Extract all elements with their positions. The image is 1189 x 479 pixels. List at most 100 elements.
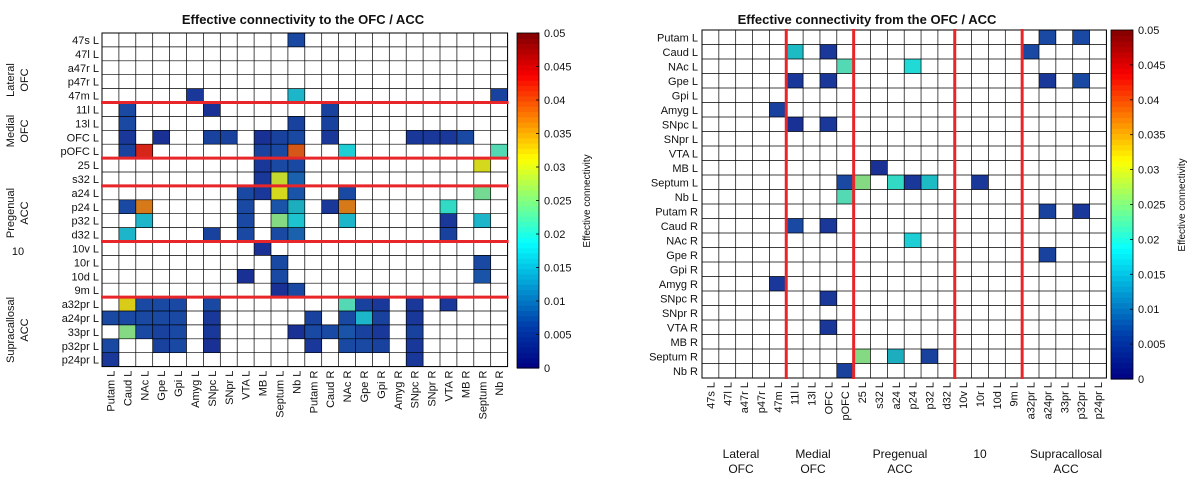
- heatmap-cell: [118, 324, 136, 339]
- colorbar-segment: [1111, 204, 1133, 211]
- row-label: Gpi R: [670, 264, 698, 276]
- colorbar-label: Effective connectivity: [582, 154, 593, 247]
- column-label: p32pr L: [1076, 382, 1088, 419]
- colorbar-tick-label: 0.015: [1138, 269, 1166, 281]
- heatmap-cell: [118, 144, 136, 159]
- heatmap-cell: [1039, 204, 1056, 219]
- row-label: Putam R: [655, 206, 698, 218]
- colorbar-segment: [1111, 40, 1133, 47]
- colorbar-segment: [1111, 302, 1133, 309]
- column-label: Gpe R: [359, 371, 371, 403]
- heatmap-cell: [203, 227, 221, 242]
- row-label: VTA R: [667, 322, 698, 334]
- chart-title: Effective connectivity to the OFC / ACC: [182, 12, 425, 27]
- heatmap-cell: [406, 352, 424, 367]
- colorbar-segment: [1111, 313, 1133, 320]
- colorbar-segment: [517, 284, 539, 291]
- row-label: a24pr L: [62, 313, 99, 325]
- column-label: Amyg L: [190, 371, 202, 408]
- colorbar-segment: [517, 90, 539, 97]
- heatmap-cell: [304, 338, 322, 353]
- colorbar-segment: [1111, 84, 1133, 91]
- heatmap-cell: [254, 130, 271, 145]
- heatmap-cell: [237, 199, 255, 214]
- row-label: SNpr R: [662, 308, 698, 320]
- column-label: Caud R: [325, 371, 337, 408]
- heatmap-cell: [287, 88, 305, 103]
- colorbar-segment: [517, 158, 539, 165]
- colorbar-segment: [1111, 182, 1133, 189]
- heatmap-cell: [819, 44, 837, 59]
- row-label: a47r L: [68, 63, 99, 75]
- column-label: Nb L: [291, 371, 303, 394]
- colorbar-segment: [517, 210, 539, 217]
- colorbar-segment: [1111, 171, 1133, 178]
- colorbar-tick-label: 0.05: [1138, 25, 1159, 37]
- colorbar-segment: [517, 153, 539, 160]
- colorbar-segment: [517, 95, 539, 102]
- heatmap-cell: [287, 199, 305, 214]
- colorbar-segment: [1111, 133, 1133, 140]
- row-label: Amyg R: [659, 279, 698, 291]
- heatmap-cell: [271, 185, 288, 200]
- colorbar-segment: [1111, 139, 1133, 146]
- colorbar-segment: [517, 336, 539, 343]
- heatmap-cell: [819, 320, 837, 335]
- heatmap-cell: [169, 338, 187, 353]
- row-label: NAc L: [668, 61, 698, 73]
- colorbar-segment: [1111, 237, 1133, 244]
- colorbar-segment: [1111, 242, 1133, 249]
- heatmap-cell: [321, 199, 339, 214]
- colorbar-segment: [517, 38, 539, 45]
- row-label: SNpc L: [662, 119, 698, 131]
- heatmap-cell: [287, 130, 305, 145]
- column-label: 10v L: [958, 382, 970, 409]
- row-label: s32 L: [72, 174, 99, 186]
- heatmap-cell: [220, 130, 238, 145]
- column-label: NAc L: [139, 371, 151, 401]
- heatmap-cell: [203, 324, 221, 339]
- row-label: d32 L: [71, 230, 99, 242]
- colorbar-segment: [1111, 259, 1133, 266]
- heatmap-cell: [440, 130, 457, 145]
- colorbar-segment: [1111, 106, 1133, 113]
- heatmap-cell: [921, 175, 938, 190]
- colorbar-segment: [517, 142, 539, 149]
- colorbar-segment: [517, 279, 539, 285]
- colorbar-tick-label: 0.04: [1138, 95, 1159, 107]
- group-label: Pregenual: [873, 447, 928, 461]
- colorbar-segment: [1111, 160, 1133, 167]
- row-label: SNpr L: [664, 134, 698, 146]
- colorbar-segment: [517, 121, 539, 128]
- group-label: Lateral: [723, 447, 760, 461]
- heatmap-cell: [870, 160, 888, 175]
- colorbar-tick-label: 0.045: [544, 62, 572, 74]
- heatmap-cell: [786, 73, 804, 88]
- group-label: 10: [12, 246, 24, 258]
- heatmap-cell: [440, 227, 457, 242]
- colorbar-tick-label: 0.03: [1138, 165, 1159, 177]
- heatmap-cell: [786, 117, 804, 132]
- heatmap-cell: [271, 283, 288, 298]
- column-label: 47m L: [773, 382, 785, 413]
- colorbar-segment: [1111, 155, 1133, 162]
- colorbar-segment: [517, 299, 539, 306]
- row-label: MB L: [672, 163, 698, 175]
- row-label: 47l L: [75, 49, 99, 61]
- plot-frame: [101, 32, 509, 368]
- colorbar-segment: [517, 148, 539, 154]
- column-label: MB R: [460, 371, 472, 399]
- colorbar-tick-label: 0.005: [544, 330, 572, 342]
- heatmap-cell: [355, 311, 373, 325]
- colorbar-segment: [1111, 357, 1133, 364]
- heatmap-cell: [338, 144, 356, 159]
- colorbar-segment: [517, 294, 539, 301]
- colorbar-segment: [517, 221, 539, 228]
- heatmap-cell: [836, 175, 854, 190]
- colorbar-segment: [517, 132, 539, 139]
- row-label: Septum R: [649, 351, 698, 363]
- group-label: ACC: [1053, 462, 1079, 476]
- colorbar-tick-label: 0.035: [1138, 130, 1166, 142]
- group-label: Supracallosal: [5, 297, 17, 363]
- heatmap-cell: [118, 102, 136, 117]
